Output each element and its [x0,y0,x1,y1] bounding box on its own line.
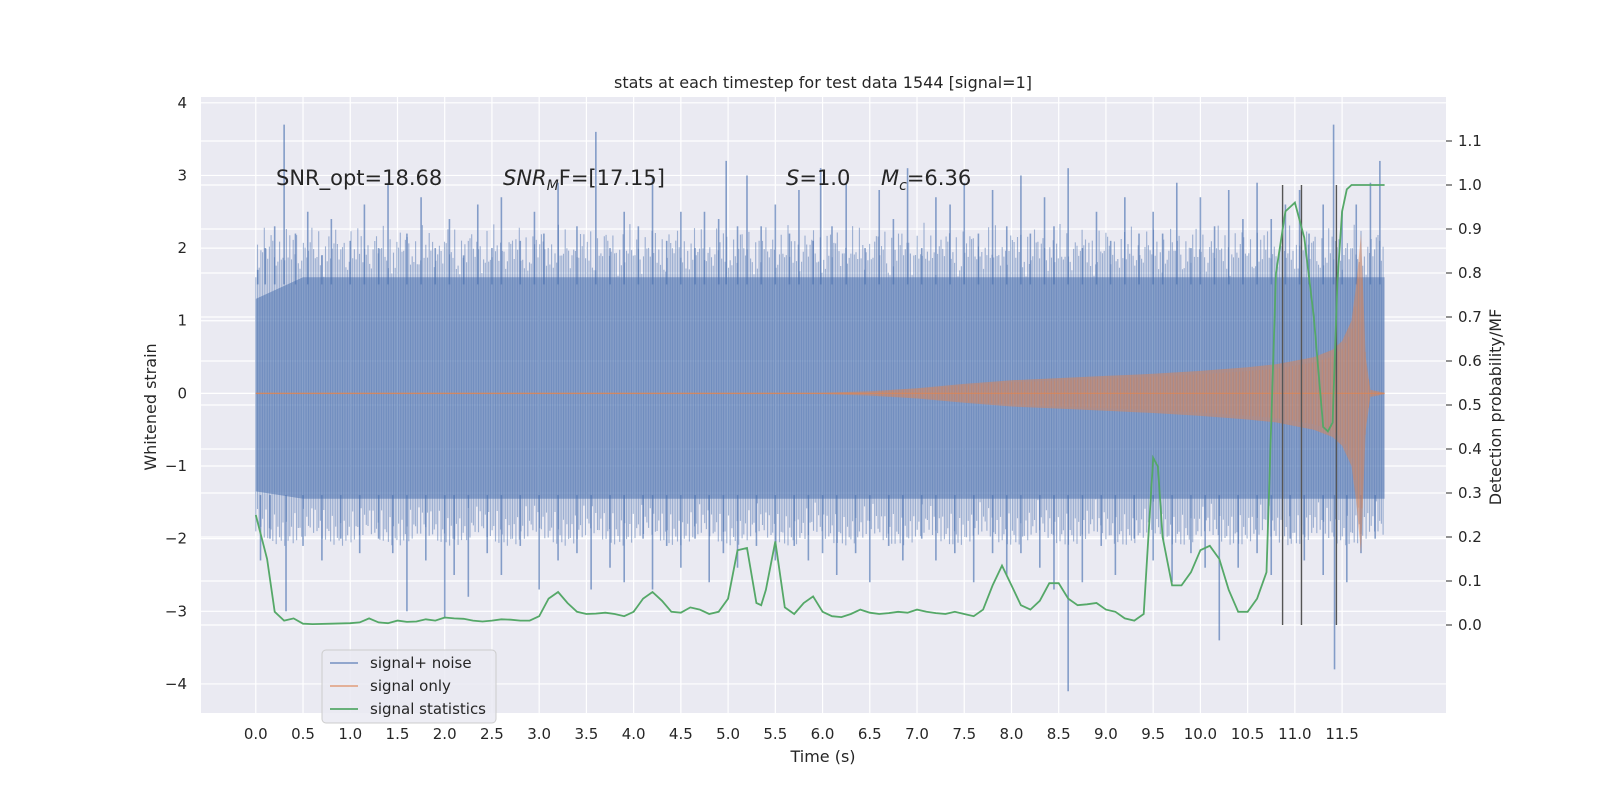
annotation-snr-mf-sub: M [547,178,559,194]
annotation-mc-sub: c [899,178,907,194]
x-tick-label: 1.0 [338,725,362,743]
annotation-snr-mf: SNRMF=[17.15] [503,166,665,194]
x-tick-label: 10.5 [1231,725,1264,743]
x-tick-label: 5.0 [716,725,740,743]
annotation-mc-name: M [881,166,899,190]
y-tick-label: −1 [165,457,187,475]
legend: signal+ noise signal only signal statist… [321,649,497,724]
y2-tick-label: 0.2 [1458,528,1482,546]
x-axis: 0.0 0.5 1.0 1.5 2.0 2.5 3.0 3.5 4.0 4.5 5.0 5.5 6.0 6… [244,725,1359,743]
x-tick-label: 8.0 [1000,725,1024,743]
y-tick-label: 0 [177,384,187,402]
x-tick-label: 1.5 [386,725,410,743]
x-tick-label: 6.0 [811,725,835,743]
legend-label-signal-noise: signal+ noise [370,654,472,672]
y2-axis-label: Detection probability/MF [1486,309,1505,506]
y2-tick-label: 0.5 [1458,396,1482,414]
x-tick-label: 7.5 [952,725,976,743]
signal-statistics-line [254,184,1385,626]
legend-label-signal-only: signal only [370,677,451,695]
x-axis-label: Time (s) [789,747,855,766]
x-tick-label: 4.0 [622,725,646,743]
x-tick-label: 0.0 [244,725,268,743]
annotation-mc: Mc=6.36 [881,166,971,194]
signal-only-series [255,233,1385,554]
y2-tick-label: 0.4 [1458,440,1482,458]
y2-tick-label: 1.1 [1458,132,1482,150]
y2-tick-label: 0.8 [1458,264,1482,282]
x-tick-label: 4.5 [669,725,693,743]
annotation-s: S=1.0 [786,166,850,190]
x-tick-label: 2.5 [480,725,504,743]
y-tick-label: 3 [177,166,187,184]
x-tick-label: 5.5 [763,725,787,743]
x-tick-label: 11.0 [1278,725,1311,743]
y-axis-right: 0.0 0.1 0.2 0.3 0.4 0.5 0.6 0.7 0.8 0.9 1.0 1.1 [1446,132,1482,634]
x-tick-label: 11.5 [1325,725,1358,743]
y2-tick-label: 0.6 [1458,352,1482,370]
x-tick-label: 10.0 [1184,725,1217,743]
y2-tick-label: 0.1 [1458,572,1482,590]
x-tick-label: 3.0 [527,725,551,743]
x-tick-label: 9.0 [1094,725,1118,743]
annotation-s-rest: =1.0 [799,166,850,190]
annotation-snr-mf-rest: F=[17.15] [559,166,665,190]
vertical-markers [1281,185,1338,625]
annotation-snr-opt: SNR_opt=18.68 [276,166,442,191]
annotation-mc-rest: =6.36 [907,166,971,190]
legend-box [321,649,497,724]
x-tick-label: 2.0 [433,725,457,743]
y-axis-left: −4 −3 −2 −1 0 1 2 3 4 [165,94,187,693]
y-tick-label: 2 [177,239,187,257]
y-tick-label: 1 [177,312,187,330]
y-tick-label: −4 [165,675,187,693]
x-tick-label: 8.5 [1047,725,1071,743]
chart-title: stats at each timestep for test data 154… [614,73,1032,92]
y2-tick-label: 0.9 [1458,220,1482,238]
signal-statistics-series [254,184,1385,626]
y2-tick-label: 0.3 [1458,484,1482,502]
y2-tick-label: 0.7 [1458,308,1482,326]
y-tick-label: 4 [177,94,187,112]
x-tick-label: 3.5 [574,725,598,743]
x-tick-label: 0.5 [291,725,315,743]
y-axis-label: Whitened strain [141,343,160,470]
legend-label-signal-statistics: signal statistics [370,700,486,718]
annotation-s-name: S [786,166,799,190]
x-tick-label: 9.5 [1141,725,1165,743]
x-tick-label: 6.5 [858,725,882,743]
y2-tick-label: 0.0 [1458,616,1482,634]
y-tick-label: −3 [165,602,187,620]
x-tick-label: 7.0 [905,725,929,743]
y-tick-label: −2 [165,530,187,548]
annotation-snr-mf-name: SNR [503,166,547,190]
y2-tick-label: 1.0 [1458,176,1482,194]
